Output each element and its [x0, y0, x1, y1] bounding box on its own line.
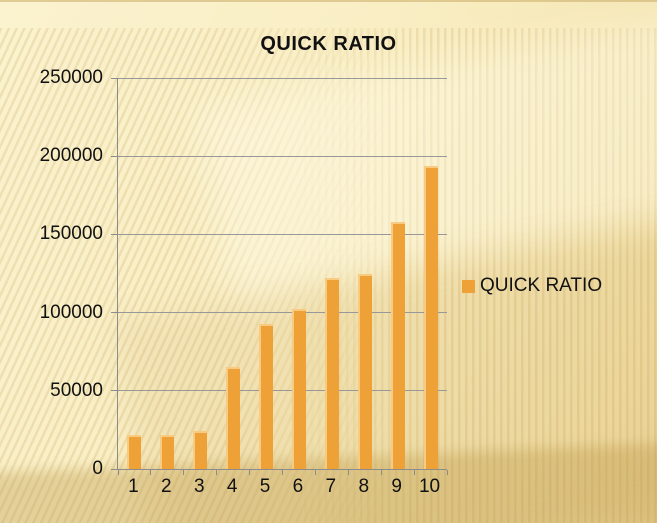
chart-title: QUICK RATIO	[260, 33, 397, 55]
gridline	[118, 233, 447, 235]
x-axis-label: 2	[161, 476, 172, 497]
y-axis-tick	[111, 468, 117, 470]
gridline	[118, 312, 447, 314]
y-axis-tick	[111, 77, 117, 79]
y-axis-tick	[111, 312, 117, 314]
x-axis-tick	[117, 470, 119, 475]
x-axis-label: 3	[193, 476, 205, 497]
background-vertical-stripes	[275, 28, 657, 523]
bar[interactable]	[259, 323, 274, 469]
bar[interactable]	[357, 273, 372, 469]
y-axis-label: 200000	[39, 145, 103, 167]
x-axis-tick	[413, 470, 415, 475]
y-axis-tick	[111, 390, 117, 392]
bar[interactable]	[291, 309, 306, 469]
x-axis-tick	[216, 470, 218, 475]
y-axis-tick	[111, 155, 117, 157]
x-axis-label: 7	[325, 476, 337, 497]
bar[interactable]	[324, 278, 339, 469]
x-axis-tick	[150, 470, 152, 475]
x-axis-tick	[314, 470, 316, 475]
gridline	[118, 390, 447, 392]
x-axis-label: 4	[226, 476, 238, 497]
x-axis-label: 9	[391, 476, 402, 497]
y-axis-labels: 0 50000 100000 150000 200000 250000	[0, 0, 103, 523]
x-axis-tick	[446, 470, 448, 475]
y-axis-label: 150000	[39, 223, 103, 245]
x-axis-tick	[249, 470, 251, 475]
x-axis-tick	[380, 470, 382, 475]
x-axis-label: 6	[292, 476, 304, 497]
gridline	[118, 77, 447, 79]
x-axis-label: 5	[259, 476, 271, 497]
bar[interactable]	[423, 165, 438, 469]
bar[interactable]	[160, 434, 175, 469]
y-axis-tick	[111, 233, 117, 235]
x-axis-label: 10	[418, 476, 441, 497]
background-top-edge	[0, 0, 657, 2]
y-axis-label: 0	[92, 458, 103, 479]
x-axis-tick	[347, 470, 349, 475]
x-axis-label: 8	[358, 476, 370, 497]
y-axis-label: 50000	[50, 379, 103, 401]
y-axis-label: 100000	[39, 301, 103, 323]
plot-area	[111, 77, 448, 475]
legend-swatch-icon	[462, 279, 475, 293]
x-axis-tick	[183, 470, 185, 475]
bar[interactable]	[193, 431, 208, 469]
bar[interactable]	[127, 434, 142, 469]
bar[interactable]	[390, 221, 405, 469]
gridline	[118, 155, 447, 157]
y-axis-label: 250000	[39, 67, 103, 88]
legend[interactable]: QUICK RATIO	[462, 275, 602, 297]
legend-label: QUICK RATIO	[480, 275, 603, 296]
x-axis-tick	[282, 470, 283, 475]
x-axis-label: 1	[128, 476, 139, 497]
bar[interactable]	[226, 367, 241, 469]
